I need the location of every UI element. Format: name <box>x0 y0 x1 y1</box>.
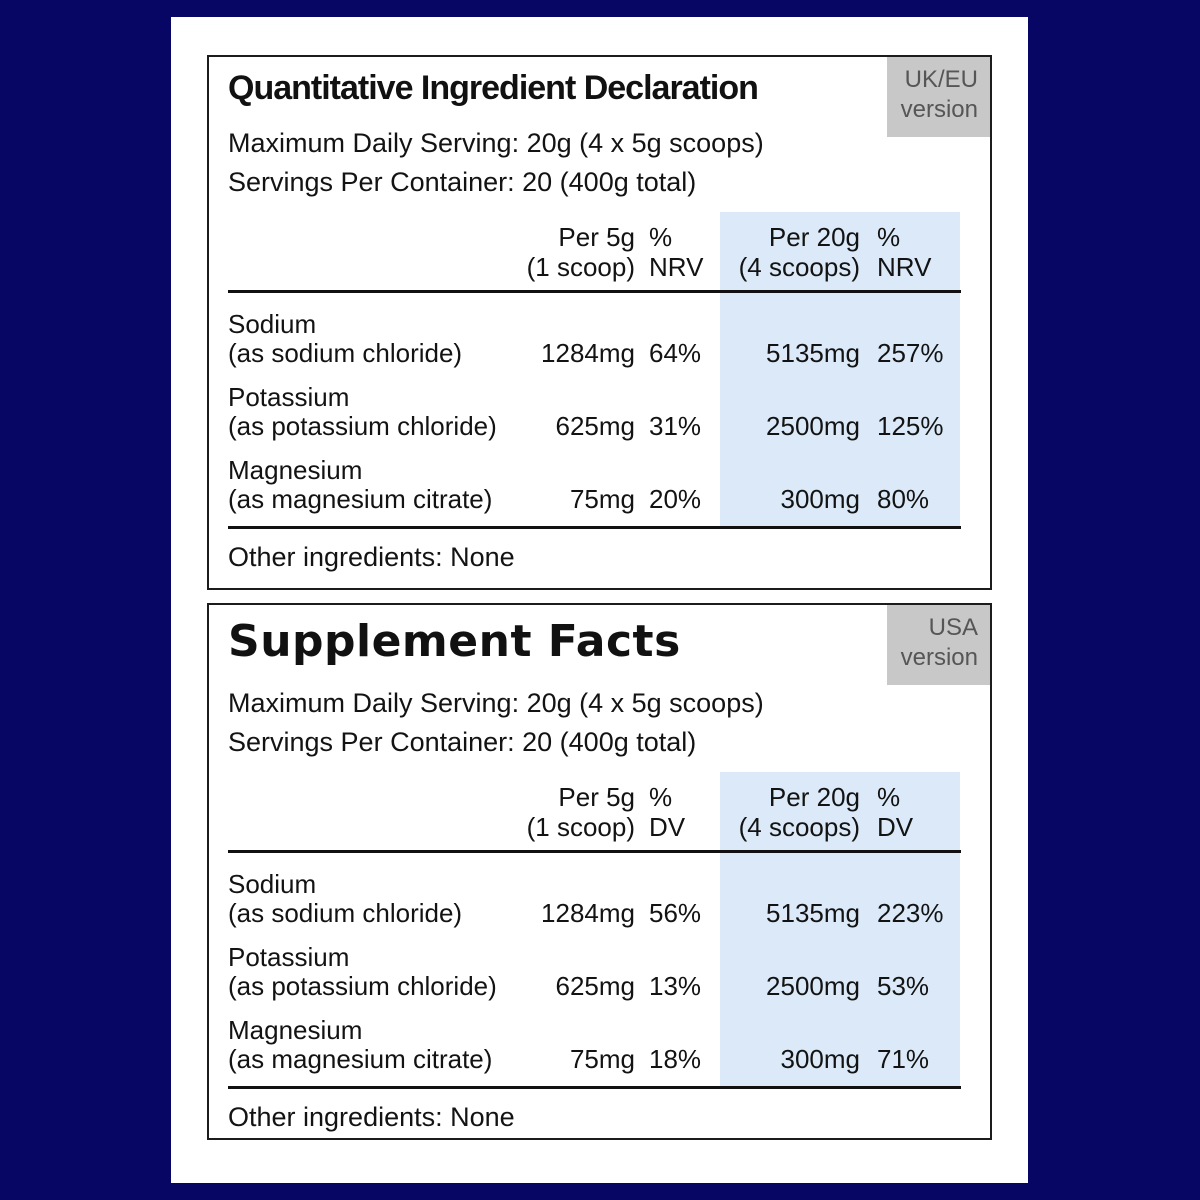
nutrient-name: Magnesium <box>228 455 363 485</box>
amount-per-serving: 75mg <box>569 484 635 514</box>
pct-dv-max: 223% <box>877 898 944 928</box>
nutrient-name: Sodium <box>228 869 317 899</box>
nutrient-table: Per 5g (1 scoop) % NRV Per 20g (4 scoops… <box>228 212 961 529</box>
pct-nrv-max: 80% <box>877 484 930 514</box>
amount-per-serving: 625mg <box>555 411 636 441</box>
pct-nrv-max: 257% <box>877 338 944 368</box>
uk-eu-panel: UK/EU version Quantitative Ingredient De… <box>207 55 992 590</box>
badge-version-label: version <box>900 96 978 123</box>
col-header-pct-dv: % DV <box>649 782 686 842</box>
nutrient-source: (as sodium chloride) <box>228 898 463 928</box>
col-header-pct-nrv: % NRV <box>649 222 704 282</box>
nutrient-source: (as magnesium citrate) <box>228 1044 493 1074</box>
badge-region-label: USA <box>928 614 978 641</box>
col-header-pct-nrv-max: % NRV <box>877 222 932 282</box>
amount-per-serving: 625mg <box>555 971 636 1001</box>
nutrient-source: (as potassium chloride) <box>228 411 497 441</box>
amount-per-max: 300mg <box>780 484 861 514</box>
table-header-row: Per 5g (1 scoop) % NRV Per 20g (4 scoops… <box>228 212 961 290</box>
pct-dv-serving: 13% <box>649 971 702 1001</box>
nutrient-table: Per 5g (1 scoop) % DV Per 20g (4 scoops)… <box>228 772 961 1089</box>
servings-per-container: Servings Per Container: 20 (400g total) <box>228 727 697 757</box>
pct-dv-serving: 18% <box>649 1044 702 1074</box>
per-max-highlight-band <box>720 772 960 1087</box>
amount-per-max: 2500mg <box>766 411 860 441</box>
max-daily-serving: Maximum Daily Serving: 20g (4 x 5g scoop… <box>228 688 764 718</box>
badge-region-label: UK/EU <box>904 66 978 93</box>
nutrient-name: Magnesium <box>228 1015 363 1045</box>
col-header-per-max: Per 20g (4 scoops) <box>738 782 860 842</box>
nutrient-source: (as sodium chloride) <box>228 338 463 368</box>
usa-version-badge: USA version <box>887 605 990 685</box>
col-header-per-max: Per 20g (4 scoops) <box>738 222 860 282</box>
table-header-row: Per 5g (1 scoop) % DV Per 20g (4 scoops)… <box>228 772 961 850</box>
other-ingredients: Other ingredients: None <box>228 1102 515 1132</box>
per-max-highlight-band <box>720 212 960 527</box>
pct-dv-max: 53% <box>877 971 930 1001</box>
col-header-per-serving: Per 5g (1 scoop) <box>526 222 635 282</box>
nutrient-source: (as magnesium citrate) <box>228 484 493 514</box>
amount-per-max: 2500mg <box>766 971 860 1001</box>
serving-info: Maximum Daily Serving: 20g (4 x 5g scoop… <box>228 684 961 762</box>
pct-nrv-max: 125% <box>877 411 944 441</box>
nutrient-name: Sodium <box>228 309 317 339</box>
max-daily-serving: Maximum Daily Serving: 20g (4 x 5g scoop… <box>228 128 764 158</box>
amount-per-serving: 1284mg <box>541 898 635 928</box>
table-body: Sodium (as sodium chloride) 1284mg 56% 5… <box>228 850 961 1089</box>
uk-eu-version-badge: UK/EU version <box>887 57 990 137</box>
panel-title: Quantitative Ingredient Declaration <box>228 69 759 107</box>
col-header-pct-dv-max: % DV <box>877 782 914 842</box>
label-card: UK/EU version Quantitative Ingredient De… <box>171 17 1028 1183</box>
usa-panel: USA version Supplement Facts Maximum Dai… <box>207 603 992 1140</box>
other-ingredients: Other ingredients: None <box>228 542 515 572</box>
nutrient-name: Potassium <box>228 382 350 412</box>
col-header-per-serving: Per 5g (1 scoop) <box>526 782 635 842</box>
pct-dv-max: 71% <box>877 1044 930 1074</box>
amount-per-serving: 1284mg <box>541 338 635 368</box>
amount-per-max: 300mg <box>780 1044 861 1074</box>
pct-nrv-serving: 31% <box>649 411 702 441</box>
servings-per-container: Servings Per Container: 20 (400g total) <box>228 167 697 197</box>
panel-title: Supplement Facts <box>228 616 681 667</box>
table-body: Sodium (as sodium chloride) 1284mg 64% 5… <box>228 290 961 529</box>
serving-info: Maximum Daily Serving: 20g (4 x 5g scoop… <box>228 124 961 202</box>
badge-version-label: version <box>900 644 978 671</box>
amount-per-serving: 75mg <box>569 1044 635 1074</box>
pct-dv-serving: 56% <box>649 898 702 928</box>
amount-per-max: 5135mg <box>766 898 860 928</box>
nutrient-name: Potassium <box>228 942 350 972</box>
amount-per-max: 5135mg <box>766 338 860 368</box>
pct-nrv-serving: 64% <box>649 338 702 368</box>
pct-nrv-serving: 20% <box>649 484 702 514</box>
nutrient-source: (as potassium chloride) <box>228 971 497 1001</box>
